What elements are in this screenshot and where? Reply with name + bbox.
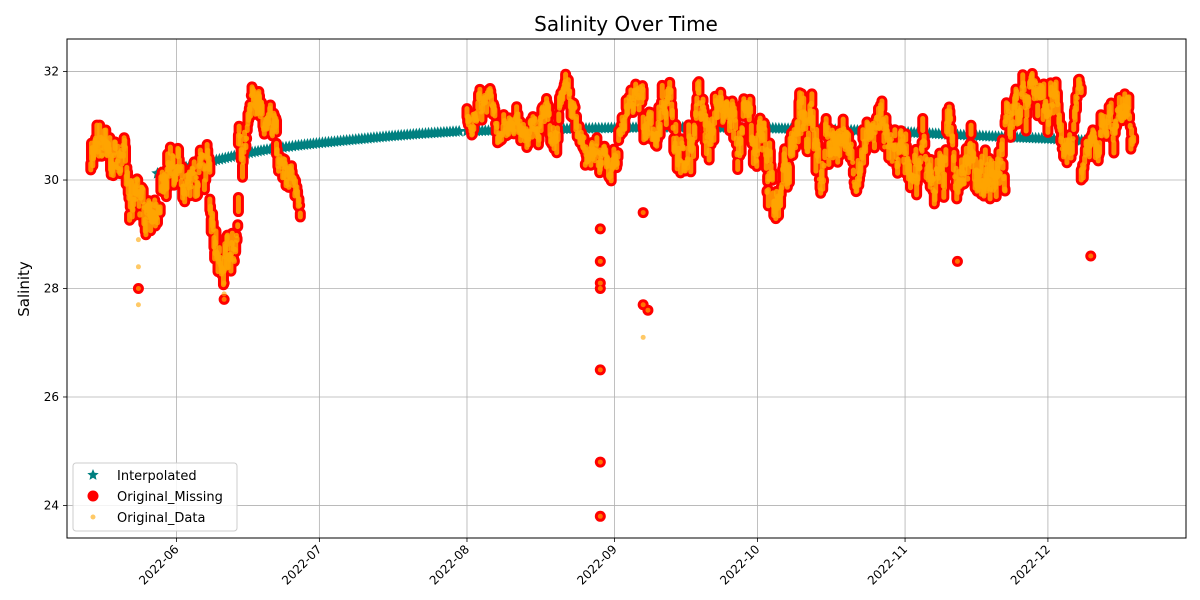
- legend-frame: [72, 462, 238, 532]
- legend: Interpolated Original_Missing Original_D…: [72, 462, 238, 532]
- original-overlay-point: [597, 286, 603, 291]
- legend-missing-marker: [87, 490, 99, 502]
- y-tick-label: 32: [44, 65, 59, 79]
- y-tick-label: 26: [44, 390, 59, 404]
- y-tick-label: 28: [44, 282, 59, 296]
- legend-interpolated-label: Interpolated: [117, 469, 197, 484]
- original-overlay-point: [954, 258, 960, 264]
- original-overlay-point: [645, 307, 651, 313]
- original-overlay-point: [597, 280, 603, 286]
- original-overlay-point: [1088, 253, 1094, 259]
- original-outlier-point: [640, 334, 646, 340]
- y-tick-label: 24: [44, 498, 59, 512]
- original-overlay-point: [597, 459, 603, 465]
- legend-original-marker: [90, 514, 96, 520]
- legend-interpolated-marker: [87, 469, 99, 480]
- legend-star-shape: [87, 469, 99, 480]
- chart-title: Salinity Over Time: [534, 12, 718, 36]
- original-overlay-point: [640, 302, 646, 308]
- original-overlay-point: [135, 286, 141, 291]
- original-overlay-point: [221, 296, 227, 302]
- original-overlay-point: [597, 513, 603, 519]
- y-tick-label: 30: [44, 173, 59, 187]
- interpolated-point: [453, 124, 466, 137]
- plot-area: [85, 67, 1140, 522]
- original-outlier-point: [221, 291, 227, 297]
- original-overlay-point: [597, 258, 603, 264]
- original-outlier-point: [135, 264, 141, 270]
- y-axis-label: Salinity: [15, 261, 33, 317]
- original-outlier-point: [135, 302, 141, 308]
- original-overlay-point: [640, 210, 646, 216]
- original-overlay-point: [597, 367, 603, 373]
- legend-missing-label: Original_Missing: [117, 490, 223, 505]
- original-overlay-point: [221, 280, 227, 286]
- original-overlay-point: [597, 226, 603, 232]
- original-data-series: [88, 70, 1137, 519]
- original-outlier-point: [135, 237, 141, 243]
- legend-original-label: Original_Data: [117, 511, 205, 526]
